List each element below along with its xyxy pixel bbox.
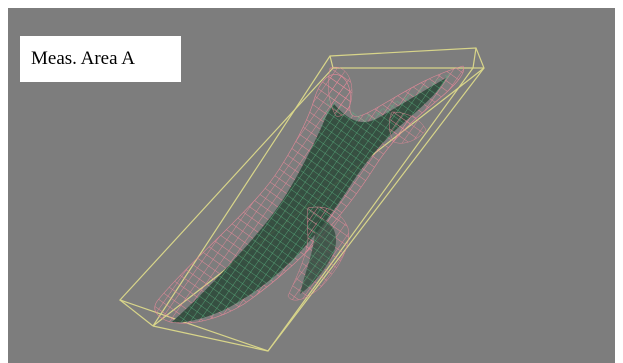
measured-surface-mesh (154, 65, 465, 324)
3d-viewport[interactable]: Meas. Area A (8, 8, 615, 363)
measurement-area-label-text: Meas. Area A (31, 48, 135, 69)
bounding-box (118, 47, 485, 352)
3d-scene (118, 47, 485, 352)
measurement-area-label: Meas. Area A (20, 36, 181, 82)
